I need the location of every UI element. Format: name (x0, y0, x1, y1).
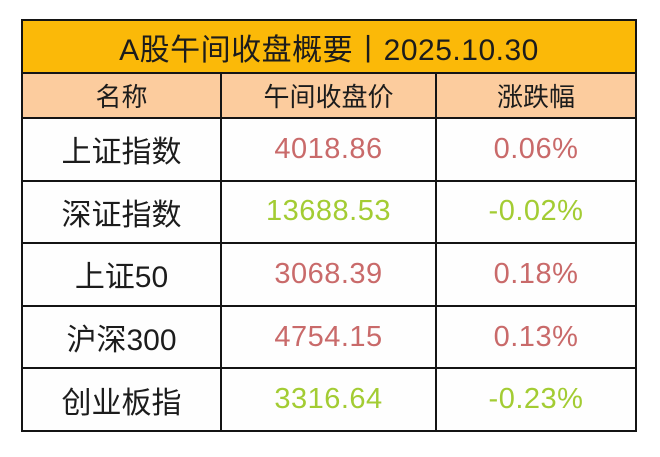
closing-price: 3068.39 (222, 244, 435, 305)
market-summary-table: A股午间收盘概要丨2025.10.30 名称 午间收盘价 涨跌幅 上证指数 40… (21, 19, 637, 432)
column-header-change: 涨跌幅 (437, 74, 635, 117)
column-header-name: 名称 (23, 74, 220, 117)
index-name: 深证指数 (23, 181, 220, 243)
column-header-price: 午间收盘价 (222, 74, 435, 117)
closing-price: 13688.53 (222, 181, 435, 243)
table-title: A股午间收盘概要丨2025.10.30 (23, 21, 635, 72)
closing-price: 4754.15 (222, 306, 435, 368)
change-percent: 0.13% (437, 306, 635, 368)
index-name: 沪深300 (23, 306, 220, 368)
change-percent: 0.18% (437, 244, 635, 305)
index-name: 创业板指 (23, 369, 220, 430)
change-percent: -0.02% (437, 181, 635, 243)
index-name: 上证指数 (23, 119, 220, 180)
index-name: 上证50 (23, 244, 220, 305)
change-percent: 0.06% (437, 119, 635, 180)
closing-price: 3316.64 (222, 369, 435, 430)
change-percent: -0.23% (437, 369, 635, 430)
closing-price: 4018.86 (222, 119, 435, 180)
